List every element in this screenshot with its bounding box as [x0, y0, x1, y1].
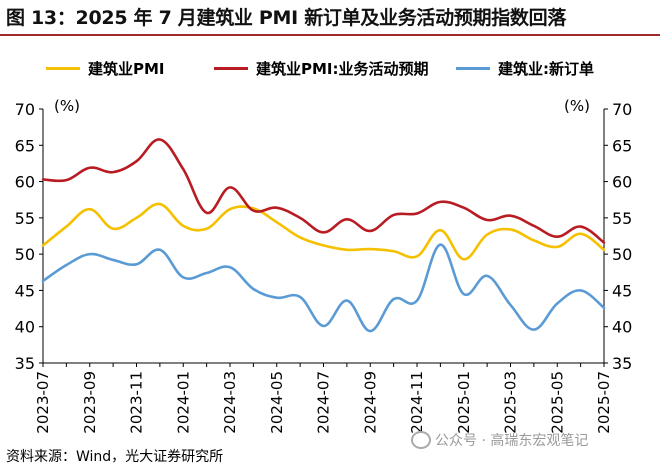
y-tick-label-right: 50 — [612, 245, 632, 264]
legend-label-pmi: 建筑业PMI — [88, 60, 165, 78]
y-tick-label-right: 60 — [612, 173, 632, 192]
wechat-icon — [411, 431, 431, 449]
y-tick-label-left: 70 — [15, 100, 35, 119]
watermark: 公众号 · 高瑞东宏观笔记 — [411, 430, 588, 450]
x-tick-label: 2024-05 — [268, 371, 286, 434]
y-tick-label-right: 65 — [612, 136, 632, 155]
legend-swatch-new-orders — [456, 67, 490, 70]
y-tick-label-left: 45 — [15, 281, 35, 300]
chart-title: 图 13：2025 年 7 月建筑业 PMI 新订单及业务活动预期指数回落 — [6, 7, 567, 29]
x-tick-label: 2024-07 — [315, 371, 333, 434]
y-tick-label-left: 65 — [15, 136, 35, 155]
y-tick-label-right: 45 — [612, 281, 632, 300]
y-tick-label-right: 55 — [612, 209, 632, 228]
x-tick-label: 2024-03 — [221, 371, 239, 434]
x-tick-label: 2024-01 — [174, 371, 192, 434]
x-tick-label: 2024-09 — [361, 371, 379, 434]
y-unit-right: (%) — [564, 97, 590, 115]
y-tick-label-left: 60 — [15, 173, 35, 192]
legend-swatch-expectation — [214, 67, 248, 70]
y-tick-label-right: 70 — [612, 100, 632, 119]
legend-item-expectation: 建筑业PMI:业务活动预期 — [214, 58, 429, 79]
source-note: 资料来源：Wind，光大证券研究所 — [6, 449, 224, 465]
x-tick-label: 2024-11 — [408, 371, 426, 434]
legend: 建筑业PMI 建筑业PMI:业务活动预期 建筑业:新订单 — [0, 58, 660, 80]
y-tick-label-left: 35 — [15, 354, 35, 373]
y-tick-label-left: 55 — [15, 209, 35, 228]
x-tick-label: 2023-11 — [128, 371, 146, 434]
y-tick-label-left: 40 — [15, 318, 35, 337]
watermark-text: 公众号 · 高瑞东宏观笔记 — [435, 433, 589, 449]
legend-swatch-pmi — [46, 67, 80, 70]
x-tick-label: 2025-05 — [548, 371, 566, 434]
series-line-new-orders — [41, 243, 606, 333]
x-tick-label: 2023-09 — [81, 371, 99, 434]
y-tick-label-right: 40 — [612, 318, 632, 337]
series-line-pmi — [41, 202, 606, 261]
legend-label-new-orders: 建筑业:新订单 — [498, 60, 594, 78]
x-tick-label: 2023-07 — [34, 371, 52, 434]
y-tick-label-left: 50 — [15, 245, 35, 264]
legend-item-new-orders: 建筑业:新订单 — [456, 58, 594, 79]
y-tick-label-right: 35 — [612, 354, 632, 373]
legend-item-pmi: 建筑业PMI — [46, 58, 165, 79]
y-unit-left: (%) — [54, 97, 80, 115]
x-tick-label: 2025-03 — [502, 371, 520, 434]
title-bar: 图 13：2025 年 7 月建筑业 PMI 新订单及业务活动预期指数回落 — [0, 0, 660, 36]
legend-label-expectation: 建筑业PMI:业务活动预期 — [256, 60, 429, 78]
x-tick-label: 2025-01 — [455, 371, 473, 434]
x-tick-label: 2025-07 — [595, 371, 613, 434]
series-line-expectation — [41, 138, 606, 244]
